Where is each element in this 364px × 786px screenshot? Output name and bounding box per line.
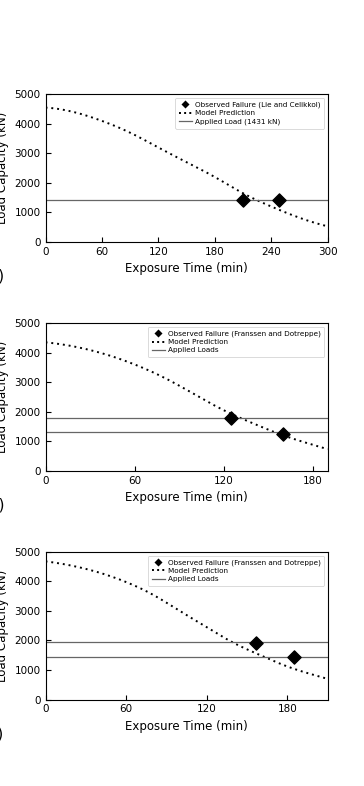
- Y-axis label: Load Capacity (kN): Load Capacity (kN): [0, 570, 9, 682]
- Legend: Observed Failure (Franssen and Dotreppe), Model Prediction, Applied Loads: Observed Failure (Franssen and Dotreppe)…: [148, 556, 324, 586]
- Point: [228, 412, 234, 424]
- Legend: Observed Failure (Franssen and Dotreppe), Model Prediction, Applied Loads: Observed Failure (Franssen and Dotreppe)…: [148, 327, 324, 357]
- Legend: Observed Failure (Lie and Celikkol), Model Prediction, Applied Load (1431 kN): Observed Failure (Lie and Celikkol), Mod…: [175, 98, 324, 129]
- Point: [280, 428, 286, 441]
- Point: [276, 193, 282, 206]
- Text: (b): (b): [0, 498, 5, 512]
- Point: [253, 637, 259, 649]
- X-axis label: Exposure Time (min): Exposure Time (min): [125, 720, 248, 733]
- Point: [240, 193, 246, 206]
- Point: [291, 651, 297, 663]
- Y-axis label: Load Capacity (kN): Load Capacity (kN): [0, 341, 9, 453]
- Y-axis label: Load Capacity (kN): Load Capacity (kN): [0, 112, 9, 224]
- X-axis label: Exposure Time (min): Exposure Time (min): [125, 263, 248, 275]
- Text: (c): (c): [0, 726, 4, 741]
- Text: (a): (a): [0, 269, 5, 284]
- X-axis label: Exposure Time (min): Exposure Time (min): [125, 491, 248, 504]
